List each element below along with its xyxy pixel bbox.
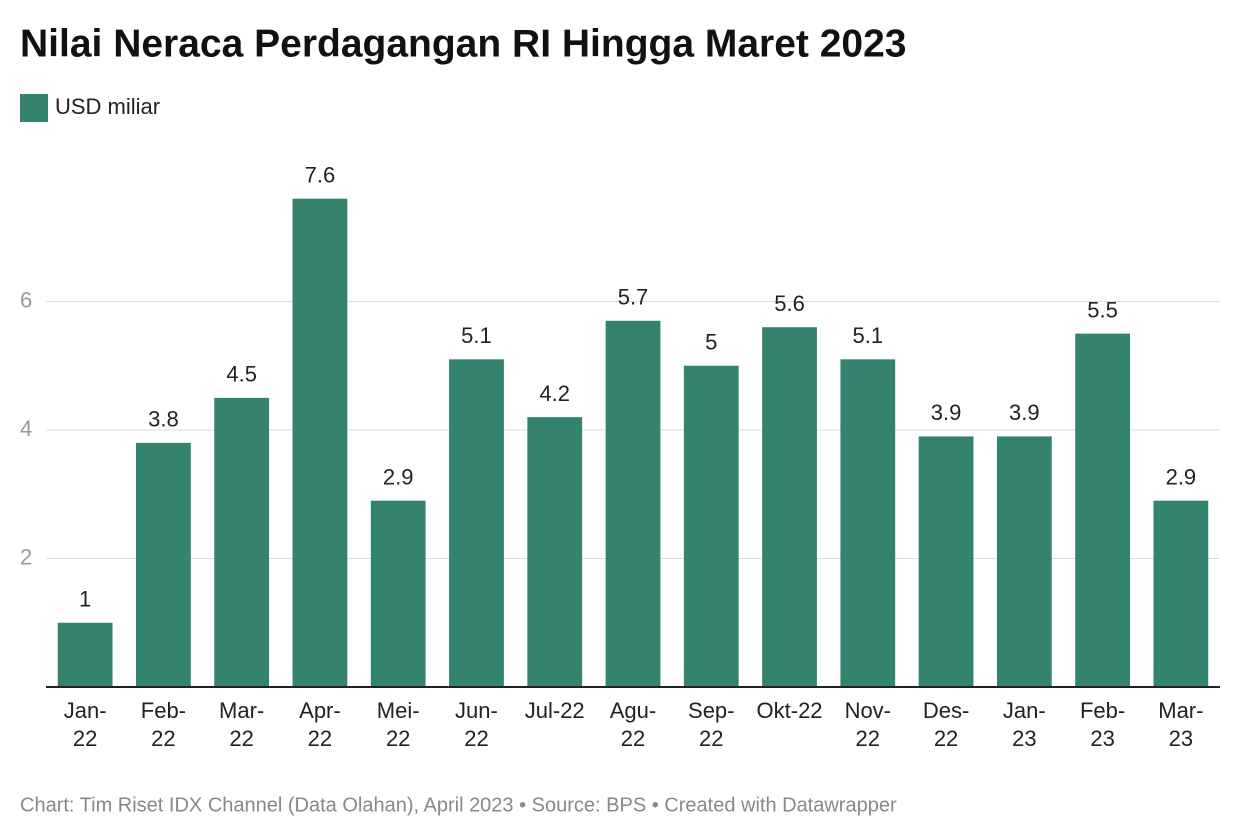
data-label: 5	[705, 330, 717, 355]
y-tick-label: 4	[20, 416, 32, 441]
x-tick-label: Mar-23	[1158, 698, 1204, 751]
data-label: 2.9	[1166, 464, 1197, 489]
data-label: 5.1	[461, 323, 492, 348]
bar	[605, 320, 661, 687]
bar	[57, 622, 113, 687]
legend-swatch	[20, 94, 48, 122]
bar	[683, 365, 739, 687]
data-label: 3.8	[148, 407, 179, 432]
bar	[527, 417, 583, 687]
y-tick-label: 6	[20, 287, 32, 312]
data-label: 5.5	[1087, 297, 1118, 322]
x-tick-label: Des-22	[922, 698, 970, 751]
x-tick-label: Apr-22	[299, 698, 341, 751]
x-tick-label: Mar-22	[219, 698, 265, 751]
x-tick-label: Feb-22	[140, 698, 187, 751]
data-label: 3.9	[931, 400, 962, 425]
bar	[918, 436, 974, 687]
chart-title: Nilai Neraca Perdagangan RI Hingga Maret…	[20, 22, 907, 65]
bar	[996, 436, 1052, 687]
bar	[449, 359, 504, 687]
x-tick-label: Agu-22	[609, 698, 657, 751]
x-tick-label: Jan-23	[1002, 698, 1046, 751]
bar	[214, 397, 270, 687]
x-tick-label: Jul-22	[524, 698, 585, 723]
bar	[762, 327, 817, 687]
bar	[292, 198, 348, 687]
bar	[1153, 500, 1209, 687]
footer: Chart: Tim Riset IDX Channel (Data Olaha…	[20, 794, 897, 816]
data-label: 4.5	[226, 362, 257, 387]
data-label: 7.6	[305, 163, 336, 188]
x-tick-label: Okt-22	[756, 698, 823, 723]
data-label: 3.9	[1009, 400, 1040, 425]
data-label: 5.6	[774, 291, 805, 316]
data-label: 2.9	[383, 464, 414, 489]
x-tick-label: Jan-22	[63, 698, 107, 751]
bar	[136, 442, 191, 687]
y-tick-label: 2	[20, 544, 32, 569]
data-label: 5.1	[853, 323, 884, 348]
x-tick-label: Jun-22	[455, 698, 498, 751]
bar	[840, 359, 896, 687]
x-tick-label: Feb-23	[1079, 698, 1126, 751]
x-tick-label: Mei-22	[376, 698, 420, 751]
data-label: 4.2	[539, 381, 570, 406]
x-tick-label: Nov-22	[844, 698, 892, 751]
bar	[370, 500, 426, 687]
legend-label: USD miliar	[55, 94, 160, 119]
x-tick-label: Sep-22	[688, 698, 735, 751]
data-label: 5.7	[618, 285, 649, 310]
data-label: 1	[79, 587, 91, 612]
bar	[1075, 333, 1130, 687]
